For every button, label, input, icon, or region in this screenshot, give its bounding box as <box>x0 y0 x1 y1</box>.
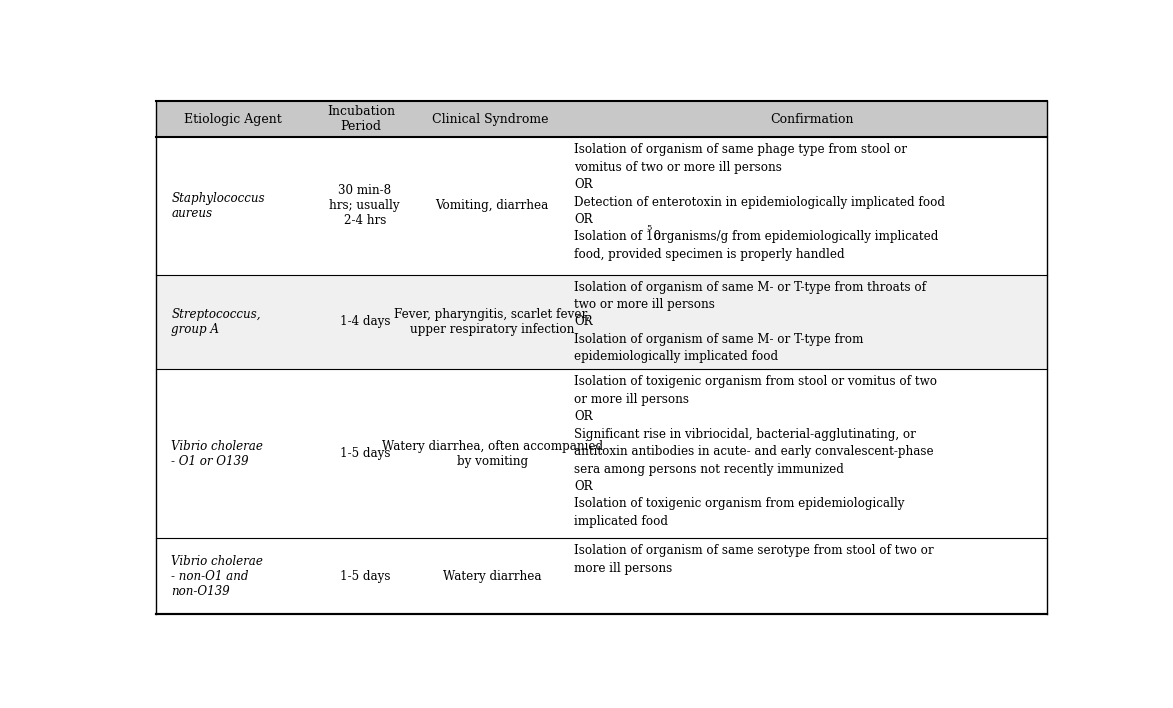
Bar <box>156 101 1046 137</box>
Text: Isolation of organism of same serotype from stool of two or: Isolation of organism of same serotype f… <box>574 544 934 557</box>
Text: 1-5 days: 1-5 days <box>339 570 391 583</box>
Text: Detection of enterotoxin in epidemiologically implicated food: Detection of enterotoxin in epidemiologi… <box>574 195 945 209</box>
Text: 30 min-8
hrs; usually
2-4 hrs: 30 min-8 hrs; usually 2-4 hrs <box>330 184 400 227</box>
Text: implicated food: implicated food <box>574 515 667 528</box>
Text: 1-4 days: 1-4 days <box>339 316 391 329</box>
Text: or more ill persons: or more ill persons <box>574 393 689 406</box>
Text: vomitus of two or more ill persons: vomitus of two or more ill persons <box>574 161 781 173</box>
Text: Confirmation: Confirmation <box>771 113 854 126</box>
Bar <box>156 370 1046 539</box>
Text: Fever, pharyngitis, scarlet fever,
upper respiratory infection: Fever, pharyngitis, scarlet fever, upper… <box>394 308 590 336</box>
Bar <box>156 539 1046 614</box>
Text: Etiologic Agent: Etiologic Agent <box>184 113 282 126</box>
Bar <box>156 137 1046 275</box>
Text: more ill persons: more ill persons <box>574 562 672 575</box>
Text: epidemiologically implicated food: epidemiologically implicated food <box>574 350 778 363</box>
Text: 1-5 days: 1-5 days <box>339 447 391 460</box>
Text: Streptococcus,
group A: Streptococcus, group A <box>171 308 260 336</box>
Text: Isolation of organism of same M- or T-type from throats of: Isolation of organism of same M- or T-ty… <box>574 280 925 294</box>
Text: Isolation of toxigenic organism from stool or vomitus of two: Isolation of toxigenic organism from sto… <box>574 375 937 388</box>
Text: Isolation of organism of same phage type from stool or: Isolation of organism of same phage type… <box>574 143 907 156</box>
Text: organisms/g from epidemiologically implicated: organisms/g from epidemiologically impli… <box>650 230 938 244</box>
Text: Significant rise in vibriocidal, bacterial-agglutinating, or: Significant rise in vibriocidal, bacteri… <box>574 428 916 440</box>
Text: Watery diarrhea, often accompanied
by vomiting: Watery diarrhea, often accompanied by vo… <box>381 440 603 468</box>
Text: Staphylococcus
aureus: Staphylococcus aureus <box>171 192 265 220</box>
Text: Isolation of 10: Isolation of 10 <box>574 230 660 244</box>
Text: Isolation of organism of same M- or T-type from: Isolation of organism of same M- or T-ty… <box>574 333 863 346</box>
Text: 5: 5 <box>646 224 652 232</box>
Text: Vomiting, diarrhea: Vomiting, diarrhea <box>435 200 549 212</box>
Text: antitoxin antibodies in acute- and early convalescent-phase: antitoxin antibodies in acute- and early… <box>574 445 934 458</box>
Text: Clinical Syndrome: Clinical Syndrome <box>432 113 549 126</box>
Text: Vibrio cholerae
- non-O1 and
non-O139: Vibrio cholerae - non-O1 and non-O139 <box>171 554 263 598</box>
Text: Isolation of toxigenic organism from epidemiologically: Isolation of toxigenic organism from epi… <box>574 498 904 510</box>
Text: OR: OR <box>574 410 592 423</box>
Text: two or more ill persons: two or more ill persons <box>574 298 714 311</box>
Text: OR: OR <box>574 178 592 191</box>
Text: Vibrio cholerae
- O1 or O139: Vibrio cholerae - O1 or O139 <box>171 440 263 468</box>
Text: Watery diarrhea: Watery diarrhea <box>443 570 541 583</box>
Text: OR: OR <box>574 315 592 329</box>
Text: OR: OR <box>574 480 592 493</box>
Text: food, provided specimen is properly handled: food, provided specimen is properly hand… <box>574 248 845 261</box>
Text: sera among persons not recently immunized: sera among persons not recently immunize… <box>574 462 843 476</box>
Text: Incubation
Period: Incubation Period <box>327 105 395 133</box>
Bar <box>156 275 1046 370</box>
Text: OR: OR <box>574 213 592 226</box>
